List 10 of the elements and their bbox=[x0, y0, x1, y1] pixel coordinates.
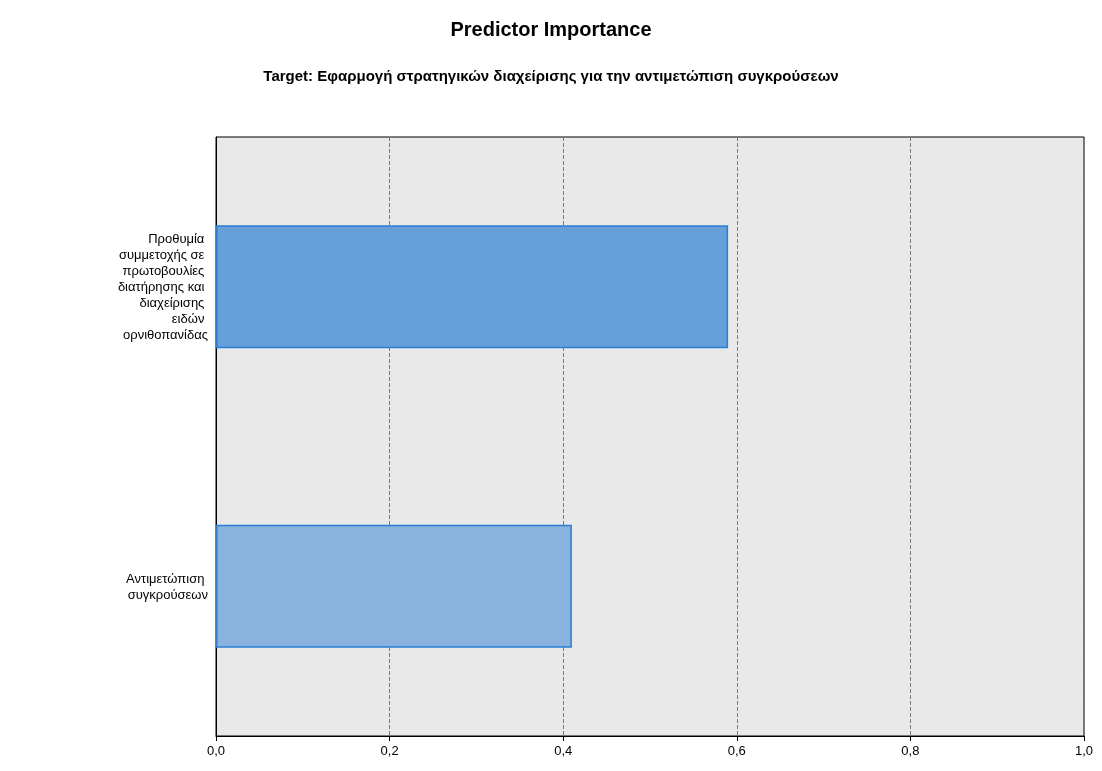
x-tick-label: 0,4 bbox=[554, 743, 573, 758]
chart-title: Predictor Importance bbox=[450, 18, 652, 40]
x-tick-label: 0,8 bbox=[901, 743, 920, 758]
y-tick-label: Προθυμία συμμετοχής σε πρωτοβουλίες διατήρησης και διαχείρισης ειδών ορνιθοπανίδας bbox=[117, 231, 208, 343]
x-tick-label: 1,0 bbox=[1074, 743, 1094, 758]
chart-subtitle: Target: Εφαρμογή στρατηγικών διαχείρισης για την αντιμετώπιση συγκρούσεων bbox=[263, 67, 839, 84]
x-tick-label: 0,6 bbox=[727, 743, 746, 758]
x-tick-label: 0,2 bbox=[380, 743, 399, 758]
x-tick-label: 0,0 bbox=[206, 743, 226, 758]
y-tick-label: Αντιμετώπιση συγκρούσεων bbox=[126, 570, 208, 602]
